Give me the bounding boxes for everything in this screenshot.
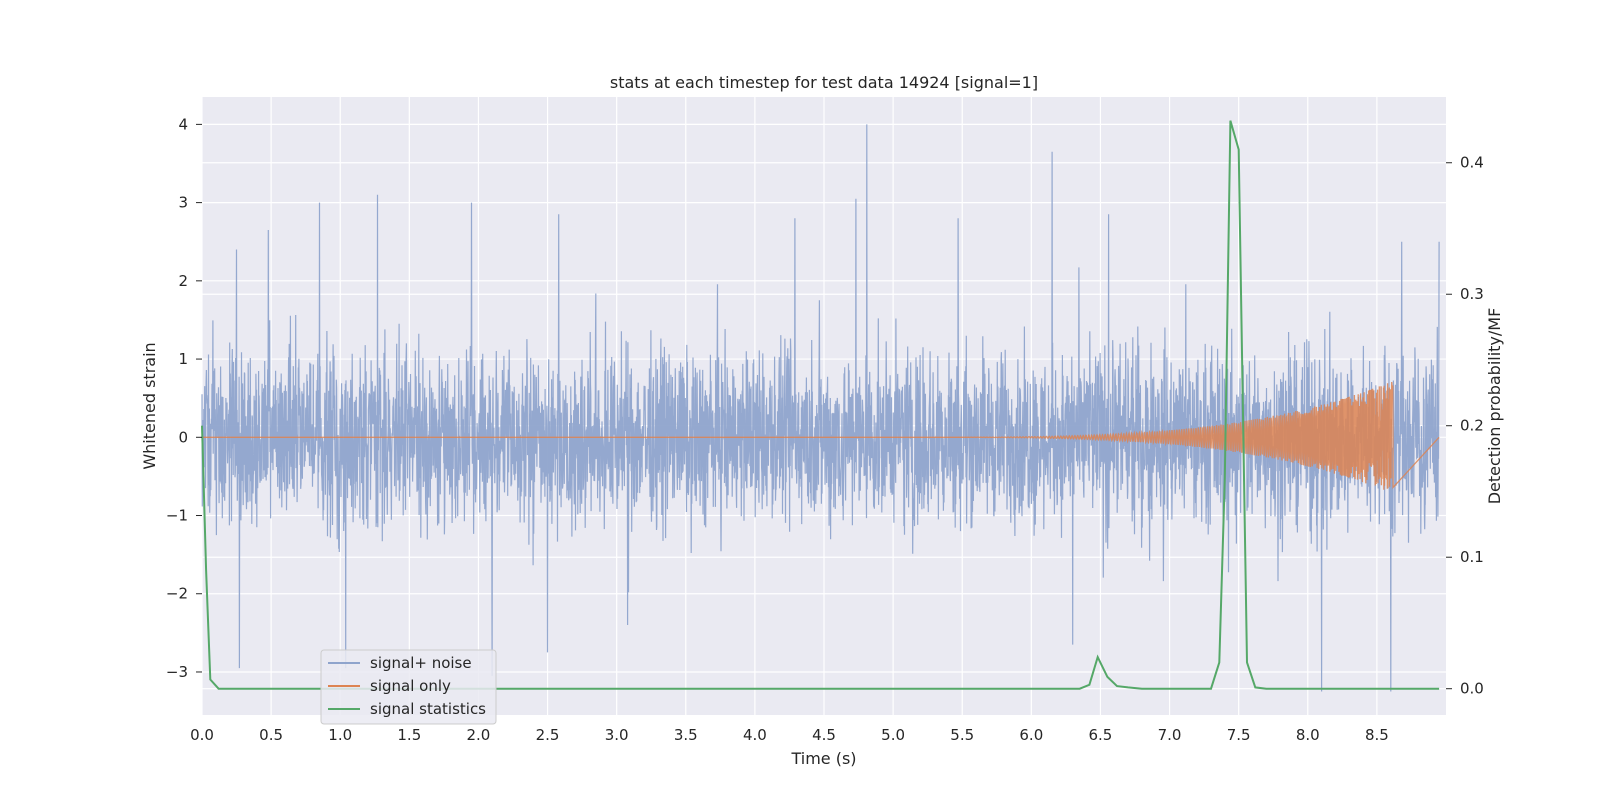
legend-box xyxy=(320,649,497,725)
chart-title: stats at each timestep for test data 149… xyxy=(610,73,1038,92)
right-axis-ticks: 0.0 0.1 0.2 0.3 0.4 xyxy=(1446,154,1484,698)
right-tick-label: 0.1 xyxy=(1460,548,1484,566)
x-tick-label: 8.5 xyxy=(1365,726,1389,744)
x-tick-label: 4.5 xyxy=(812,726,836,744)
legend: signal+ noise signal only signal statist… xyxy=(320,649,497,725)
x-tick-label: 7.5 xyxy=(1227,726,1251,744)
x-tick-label: 4.0 xyxy=(743,726,767,744)
y-tick-label: 3 xyxy=(178,194,188,212)
y-tick-label: 2 xyxy=(178,272,188,290)
x-tick-label: 0.0 xyxy=(190,726,214,744)
x-tick-label: 2.5 xyxy=(536,726,560,744)
right-tick-label: 0.4 xyxy=(1460,154,1484,172)
signal-series xyxy=(202,381,1440,490)
x-tick-label: 1.5 xyxy=(397,726,421,744)
x-tick-label: 0.5 xyxy=(259,726,283,744)
x-tick-label: 2.0 xyxy=(467,726,491,744)
y-tick-label: −1 xyxy=(166,507,188,525)
legend-label-signal: signal only xyxy=(370,677,451,695)
y-axis-label: Whitened strain xyxy=(140,342,159,469)
legend-label-stats: signal statistics xyxy=(370,700,486,718)
right-axis-label: Detection probability/MF xyxy=(1485,308,1504,505)
y-axis-ticks: −3 −2 −1 0 1 2 3 4 xyxy=(166,115,202,681)
x-tick-label: 3.5 xyxy=(674,726,698,744)
y-tick-label: 4 xyxy=(178,115,188,133)
y-tick-label: 1 xyxy=(178,350,188,368)
x-tick-label: 1.0 xyxy=(328,726,352,744)
y-tick-label: −3 xyxy=(166,663,188,681)
x-tick-label: 7.0 xyxy=(1158,726,1182,744)
x-tick-label: 5.5 xyxy=(950,726,974,744)
noise-series xyxy=(201,124,1440,692)
right-tick-label: 0.3 xyxy=(1460,285,1484,303)
y-tick-label: −2 xyxy=(166,585,188,603)
x-axis-label: Time (s) xyxy=(790,749,856,768)
noise-trace xyxy=(201,124,1440,692)
legend-label-noise: signal+ noise xyxy=(370,654,472,672)
x-tick-label: 8.0 xyxy=(1296,726,1320,744)
y-tick-label: 0 xyxy=(178,428,188,446)
x-axis-ticks: 0.0 0.5 1.0 1.5 2.0 2.5 3.0 3.5 4.0 4.5 5.0 5.5 6.0 6… xyxy=(190,726,1389,744)
right-tick-label: 0.2 xyxy=(1460,417,1484,435)
right-tick-label: 0.0 xyxy=(1460,680,1484,698)
x-tick-label: 6.5 xyxy=(1089,726,1113,744)
x-tick-label: 3.0 xyxy=(605,726,629,744)
signal-trace xyxy=(202,381,1440,490)
x-tick-label: 6.0 xyxy=(1019,726,1043,744)
x-tick-label: 5.0 xyxy=(881,726,905,744)
